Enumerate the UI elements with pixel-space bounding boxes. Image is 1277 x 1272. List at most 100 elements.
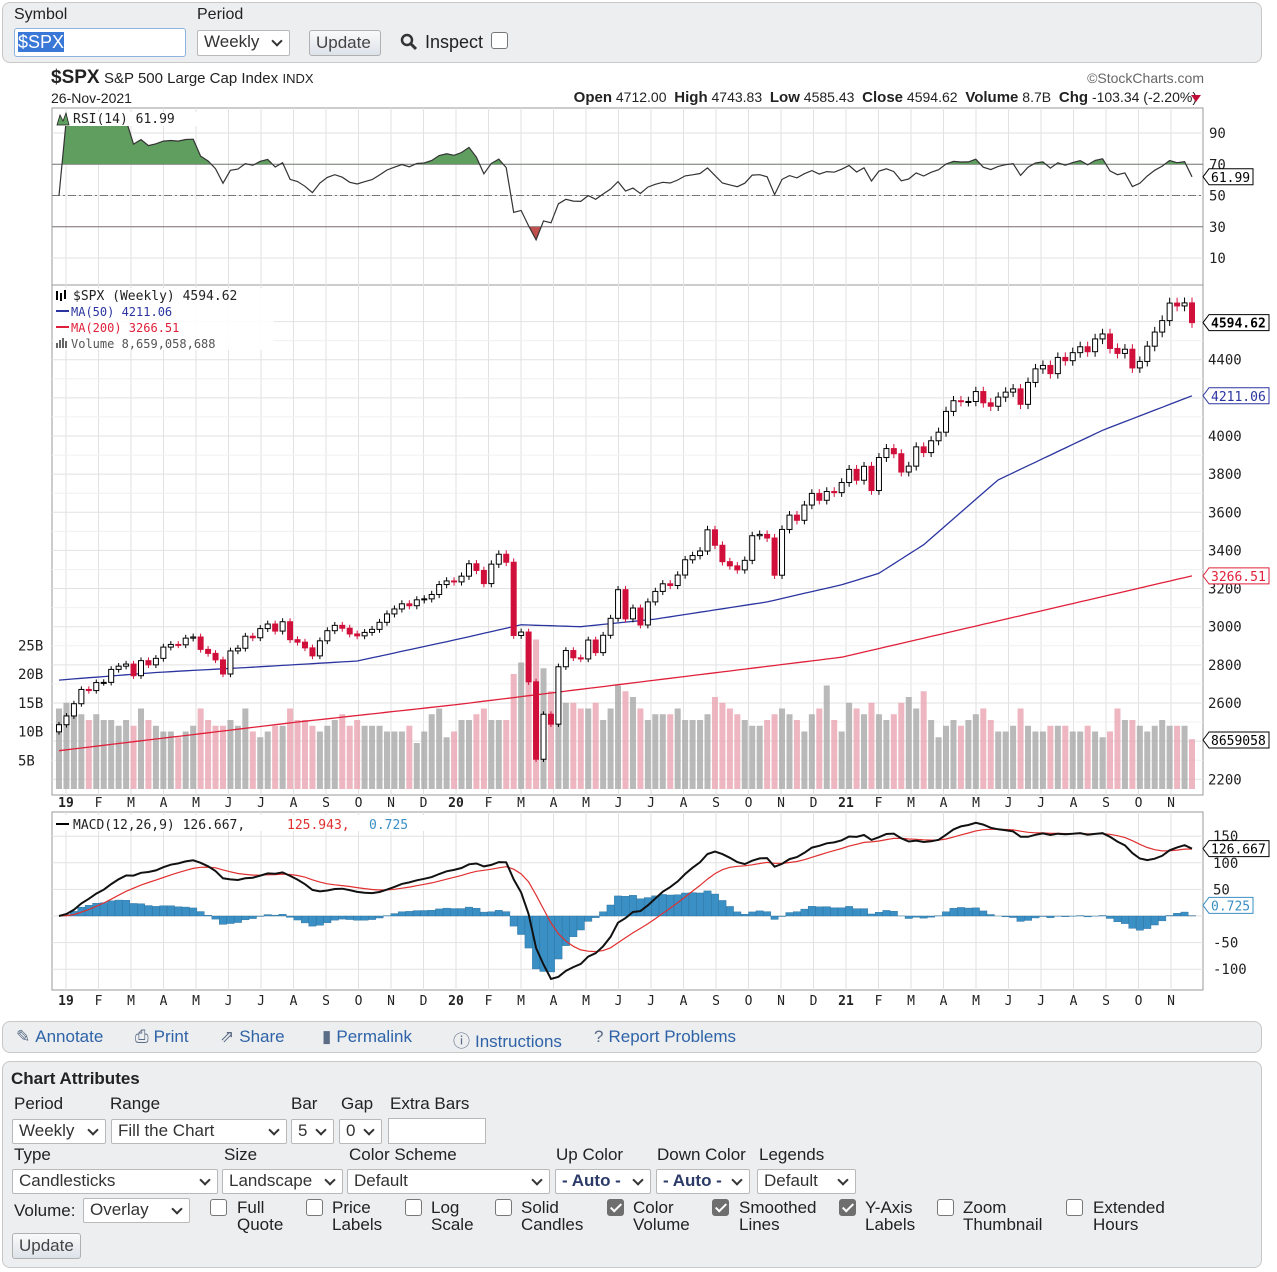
candle-body xyxy=(1054,356,1061,375)
candle-body xyxy=(480,569,487,585)
candlestick xyxy=(518,628,525,639)
candle-body xyxy=(451,580,458,583)
x-axis-label-bottom: O xyxy=(1135,994,1143,1009)
volume-bar xyxy=(1107,731,1114,789)
candlestick xyxy=(1099,328,1106,345)
candlestick xyxy=(637,604,644,629)
macd-histogram-bar xyxy=(800,908,809,917)
volume-select[interactable]: Overlay xyxy=(83,1198,190,1223)
candle-body xyxy=(637,607,644,626)
macd-histogram-bar xyxy=(517,915,526,935)
print-link[interactable]: ⎙ Print xyxy=(135,1027,189,1047)
candle-body xyxy=(846,468,853,484)
macd-histogram-bar xyxy=(412,910,421,917)
macd-histogram-bar xyxy=(889,910,898,917)
color-volume-checkbox[interactable] xyxy=(607,1199,624,1216)
macd-histogram-bar xyxy=(621,896,630,917)
permalink-link[interactable]: ▮ Permalink xyxy=(322,1027,412,1047)
candle-body xyxy=(391,608,398,615)
candlestick xyxy=(972,386,979,407)
candle-body xyxy=(659,583,666,592)
candle-body xyxy=(264,623,271,630)
candlestick xyxy=(264,620,271,633)
volume-bar xyxy=(1092,731,1099,789)
candle-body xyxy=(152,657,159,666)
volume-bar xyxy=(316,731,323,789)
gap-select[interactable]: 0 xyxy=(339,1119,382,1144)
macd-histogram-bar xyxy=(271,914,280,917)
candlestick xyxy=(600,631,607,656)
stock-chart[interactable]: 19 19 F F M M A A M M J J J J A A S S O O N N D D 20 20 F F M M A A M M J J… xyxy=(0,0,1277,1015)
candlestick xyxy=(272,620,279,635)
type-select[interactable]: Candlesticks xyxy=(12,1169,218,1194)
x-axis-label-bottom: N xyxy=(1167,994,1175,1009)
update-button[interactable]: Update xyxy=(309,30,381,56)
zoom-thumbnail-checkbox[interactable] xyxy=(937,1199,954,1216)
macd-histogram-bar xyxy=(1150,915,1159,926)
full-quote-checkbox[interactable] xyxy=(210,1199,227,1216)
candlestick xyxy=(56,721,62,735)
close-label: Close xyxy=(862,89,904,106)
help-icon: ? xyxy=(594,1027,604,1046)
inspect-checkbox[interactable] xyxy=(491,32,508,49)
macd-histogram-bar xyxy=(875,912,883,917)
candlestick xyxy=(846,464,853,487)
smoothed-lines-checkbox[interactable] xyxy=(712,1199,729,1216)
size-select[interactable]: Landscape xyxy=(222,1169,343,1194)
volume-legend: Volume 8,659,058,688 xyxy=(71,337,216,351)
low-value: 4585.43 xyxy=(803,89,855,105)
symbol-input[interactable]: $SPX xyxy=(14,28,186,57)
period-select[interactable]: Weekly xyxy=(197,30,290,56)
volume-bar xyxy=(1032,731,1039,789)
annotate-link[interactable]: ✎ Annotate xyxy=(16,1027,103,1047)
solid-candles-checkbox[interactable] xyxy=(495,1199,512,1216)
period-select-attr[interactable]: Weekly xyxy=(12,1119,106,1144)
x-axis-label-bottom: F xyxy=(95,994,103,1009)
y-axis-labels-checkbox[interactable] xyxy=(839,1199,856,1216)
volume-bar xyxy=(115,725,122,789)
macd-histogram-bar xyxy=(315,915,324,926)
color-scheme-select[interactable]: Default xyxy=(347,1169,550,1194)
volume-bar xyxy=(704,714,711,789)
candle-body xyxy=(234,647,241,652)
candle-body xyxy=(1114,347,1121,354)
candle-body xyxy=(219,659,226,675)
checkbox-label-line2: Lines xyxy=(739,1215,780,1234)
macd-axis-tick: 50 xyxy=(1213,882,1230,898)
x-axis-label-bottom: D xyxy=(420,994,428,1009)
macd-histogram-bar xyxy=(1106,915,1114,919)
candlestick xyxy=(361,629,368,640)
macd-histogram-bar xyxy=(1121,915,1129,924)
ma200-value-tag-box xyxy=(1202,567,1270,585)
report-problems-link[interactable]: ? Report Problems xyxy=(594,1027,736,1047)
candlestick xyxy=(123,660,130,670)
extra-bars-label: Extra Bars xyxy=(390,1094,470,1113)
instructions-link[interactable]: ⓘ Instructions xyxy=(453,1027,562,1052)
candle-body xyxy=(1107,333,1114,349)
candle-body xyxy=(1166,302,1173,322)
up-color-select[interactable]: - Auto - xyxy=(555,1169,651,1194)
extended-hours-checkbox[interactable] xyxy=(1066,1199,1083,1216)
log-scale-checkbox[interactable] xyxy=(405,1199,422,1216)
volume-value-tag: 8659058 xyxy=(1202,731,1270,749)
down-color-select[interactable]: - Auto - xyxy=(656,1169,750,1194)
bar-label: Bar xyxy=(291,1094,318,1113)
candle-body xyxy=(1010,388,1017,393)
legends-select[interactable]: Default xyxy=(757,1169,856,1194)
instructions-label: Instructions xyxy=(475,1032,562,1051)
volume-bar xyxy=(249,731,256,789)
macd-histogram-bar xyxy=(360,915,369,921)
candlestick xyxy=(1047,360,1054,379)
volume-bar xyxy=(935,737,942,789)
range-select[interactable]: Fill the Chart xyxy=(111,1119,287,1144)
bar-select[interactable]: 5 xyxy=(291,1119,334,1144)
macd-histogram-bar xyxy=(301,915,309,924)
macd-histogram-bar xyxy=(554,915,563,960)
share-link[interactable]: ⇗ Share xyxy=(220,1027,285,1047)
extra-bars-input[interactable] xyxy=(388,1118,486,1144)
x-axis-label-top: O xyxy=(745,796,753,811)
price-labels-checkbox[interactable] xyxy=(306,1199,323,1216)
printer-icon: ⎙ xyxy=(135,1027,149,1046)
macd-histogram-bar xyxy=(725,906,734,917)
update-attributes-button[interactable]: Update xyxy=(12,1233,81,1259)
